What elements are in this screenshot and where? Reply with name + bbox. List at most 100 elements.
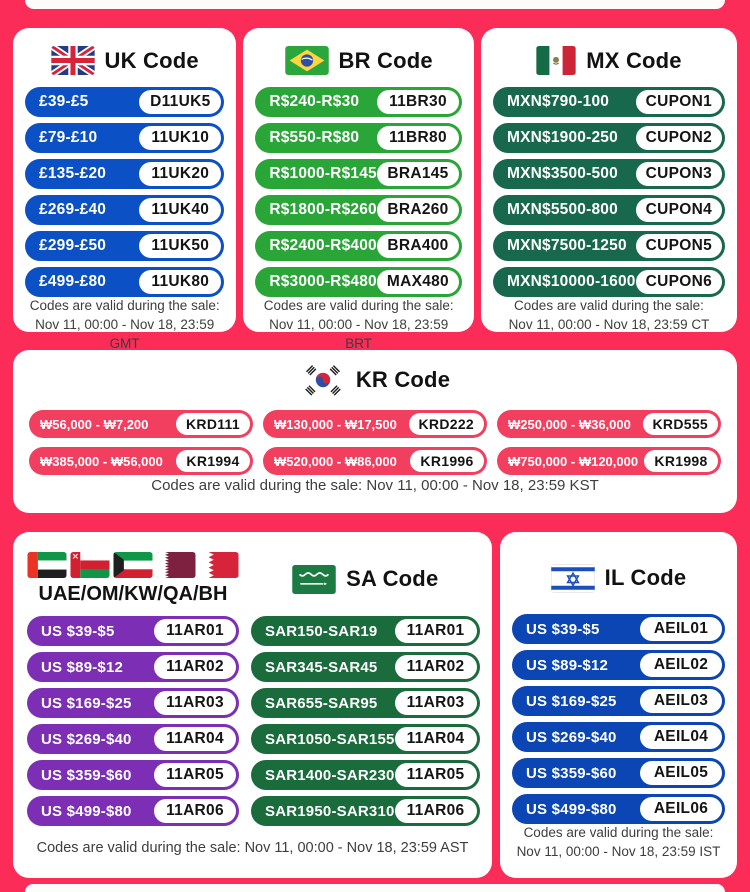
coupon-pill[interactable]: ₩130,000 - ₩17,500 KRD222 [263, 410, 487, 438]
adjacent-card-bottom-edge [25, 884, 725, 892]
saudi-arabia-flag-icon [292, 564, 336, 594]
coupon-pill[interactable]: US $269-$40 11AR04 [27, 724, 239, 754]
coupon-pill[interactable]: R$1000-R$145 BRA145 [255, 159, 462, 189]
coupon-pill[interactable]: SAR655-SAR95 11AR03 [251, 688, 480, 718]
coupon-pill[interactable]: MXN$5500-800 CUPON4 [492, 195, 725, 225]
coupon-threshold-label: ₩56,000 - ₩7,200 [40, 416, 149, 432]
coupon-pill[interactable]: US $169-$25 11AR03 [27, 688, 239, 718]
coupon-code-badge: CUPON6 [635, 270, 722, 294]
coupon-pill[interactable]: SAR1050-SAR155 11AR04 [251, 724, 480, 754]
coupon-pill[interactable]: US $39-$5 11AR01 [27, 616, 239, 646]
gulf-sa-columns: UAE/OM/KW/QA/BH US $39-$5 11AR01 US $89-$1… [27, 542, 480, 838]
coupon-code-badge: MAX480 [376, 270, 459, 294]
coupon-pill[interactable]: US $269-$40 AEIL04 [512, 722, 725, 753]
coupon-threshold-label: US $169-$25 [41, 694, 132, 712]
coupon-pill[interactable]: MXN$3500-500 CUPON3 [492, 159, 725, 189]
coupon-code-badge: AEIL03 [640, 689, 722, 714]
coupon-pill[interactable]: R$3000-R$480 MAX480 [255, 267, 462, 297]
mexico-flag-icon [536, 46, 577, 75]
coupon-pill[interactable]: US $499-$80 AEIL06 [512, 794, 725, 825]
uk-coupon-list: £39-£5 D11UK5 £79-£10 11UK10 £135-£20 11UK20 £… [25, 87, 225, 297]
coupon-threshold-label: SAR150-SAR19 [265, 622, 378, 640]
coupon-code-badge: 11AR01 [154, 619, 236, 643]
coupon-pill[interactable]: SAR150-SAR19 11AR01 [251, 616, 480, 646]
coupon-pill[interactable]: ₩385,000 - ₩56,000 KR1994 [29, 447, 253, 475]
kr-card-header: KR Code [29, 364, 721, 396]
coupon-code-badge: D11UK5 [139, 90, 222, 114]
validity-line: Nov 11, 00:00 - Nov 18, 23:59 IST [516, 844, 721, 860]
coupon-pill[interactable]: £299-£50 11UK50 [25, 231, 225, 261]
sa-coupon-list: SAR150-SAR19 11AR01 SAR345-SAR45 11AR02 SAR6… [251, 616, 480, 826]
coupon-pill[interactable]: £135-£20 11UK20 [25, 159, 225, 189]
coupon-pill[interactable]: MXN$10000-1600 CUPON6 [492, 267, 725, 297]
south-korea-flag-icon [305, 365, 341, 396]
coupon-code-badge: 11BR80 [376, 126, 459, 150]
kr-card-title: KR Code [355, 367, 451, 392]
coupon-code-badge: AEIL05 [640, 761, 722, 786]
gulf-coupon-list: US $39-$5 11AR01 US $89-$12 11AR02 US $169-$… [27, 616, 239, 826]
coupon-threshold-label: US $39-$5 [526, 620, 600, 638]
uae-flag-icon [27, 552, 67, 578]
coupon-pill[interactable]: MXN$7500-1250 CUPON5 [492, 231, 725, 261]
kr-card: KR Code ₩56,000 - ₩7,200 KRD111 ₩130,000 -… [13, 350, 737, 513]
coupon-pill[interactable]: R$1800-R$260 BRA260 [255, 195, 462, 225]
gulf-flag-strip [27, 552, 239, 578]
coupon-pill[interactable]: ₩250,000 - ₩36,000 KRD555 [497, 410, 721, 438]
coupon-pill[interactable]: SAR345-SAR45 11AR02 [251, 652, 480, 682]
coupon-pill[interactable]: ₩750,000 - ₩120,000 KR1998 [497, 447, 721, 475]
coupon-threshold-label: ₩385,000 - ₩56,000 [40, 453, 163, 469]
coupon-pill[interactable]: ₩520,000 - ₩86,000 KR1996 [263, 447, 487, 475]
coupon-threshold-label: MXN$7500-1250 [506, 237, 627, 254]
coupon-pill[interactable]: US $359-$60 11AR05 [27, 760, 239, 790]
coupon-code-badge: AEIL01 [640, 617, 722, 642]
coupon-code-badge: KRD222 [408, 413, 484, 435]
coupon-threshold-label: ₩250,000 - ₩36,000 [508, 416, 631, 432]
coupon-pill[interactable]: R$2400-R$400 BRA400 [255, 231, 462, 261]
bahrain-flag-icon [199, 552, 239, 578]
coupon-pill[interactable]: US $39-$5 AEIL01 [512, 614, 725, 645]
uk-card-title: UK Code [104, 47, 199, 73]
coupon-pill[interactable]: MXN$1900-250 CUPON2 [492, 123, 725, 153]
israel-flag-icon [550, 563, 595, 593]
coupon-pill[interactable]: MXN$790-100 CUPON1 [492, 87, 725, 117]
validity-line: Codes are valid during the sale: [29, 298, 220, 313]
coupon-pill[interactable]: R$550-R$80 11BR80 [255, 123, 462, 153]
coupon-pill[interactable]: US $499-$80 11AR06 [27, 796, 239, 826]
mx-validity-note: Codes are valid during the sale: Nov 11,… [493, 297, 725, 339]
coupon-code-badge: 11AR01 [394, 619, 477, 643]
coupon-pill[interactable]: £499-£80 11UK80 [25, 267, 225, 297]
coupon-pill[interactable]: ₩56,000 - ₩7,200 KRD111 [29, 410, 253, 438]
coupon-pill[interactable]: SAR1400-SAR230 11AR05 [251, 760, 480, 790]
gulf-header: UAE/OM/KW/QA/BH [27, 542, 239, 616]
coupon-threshold-label: US $89-$12 [41, 658, 124, 676]
coupon-pill[interactable]: SAR1950-SAR310 11AR06 [251, 796, 480, 826]
coupon-pill[interactable]: US $169-$25 AEIL03 [512, 686, 725, 717]
coupon-pill[interactable]: £79-£10 11UK10 [25, 123, 225, 153]
coupon-threshold-label: £135-£20 [39, 165, 107, 182]
coupon-pill[interactable]: US $89-$12 AEIL02 [512, 650, 725, 681]
validity-line: Nov 11, 00:00 - Nov 18, 23:59 BRT [269, 316, 449, 351]
mx-card-title: MX Code [586, 47, 682, 73]
coupon-code-badge: 11AR05 [394, 763, 477, 787]
coupon-threshold-label: US $359-$60 [41, 766, 132, 784]
coupon-threshold-label: MXN$10000-1600 [506, 273, 636, 290]
coupon-pill[interactable]: US $89-$12 11AR02 [27, 652, 239, 682]
coupon-threshold-label: SAR1050-SAR155 [265, 730, 395, 748]
coupon-code-badge: 11UK50 [139, 234, 222, 258]
coupon-pill[interactable]: R$240-R$30 11BR30 [255, 87, 462, 117]
coupon-threshold-label: R$550-R$80 [269, 129, 360, 146]
coupon-pill[interactable]: £39-£5 D11UK5 [25, 87, 225, 117]
coupon-threshold-label: US $89-$12 [526, 656, 609, 674]
top-card-row: UK Code £39-£5 D11UK5 £79-£10 11UK10 £135-£2… [13, 28, 737, 351]
br-card: BR Code R$240-R$30 11BR30 R$550-R$80 11BR80… [243, 28, 474, 351]
coupon-code-badge: KRD111 [176, 413, 250, 435]
coupon-code-badge: CUPON5 [635, 234, 722, 258]
coupon-threshold-label: R$1000-R$145 [269, 165, 377, 182]
sa-header: SA Code [251, 542, 480, 616]
coupon-pill[interactable]: US $359-$60 AEIL05 [512, 758, 725, 789]
coupon-pill[interactable]: £269-£40 11UK40 [25, 195, 225, 225]
coupon-threshold-label: SAR655-SAR95 [265, 694, 378, 712]
coupon-threshold-label: US $499-$80 [526, 800, 617, 818]
coupon-code-badge: AEIL06 [640, 797, 722, 822]
